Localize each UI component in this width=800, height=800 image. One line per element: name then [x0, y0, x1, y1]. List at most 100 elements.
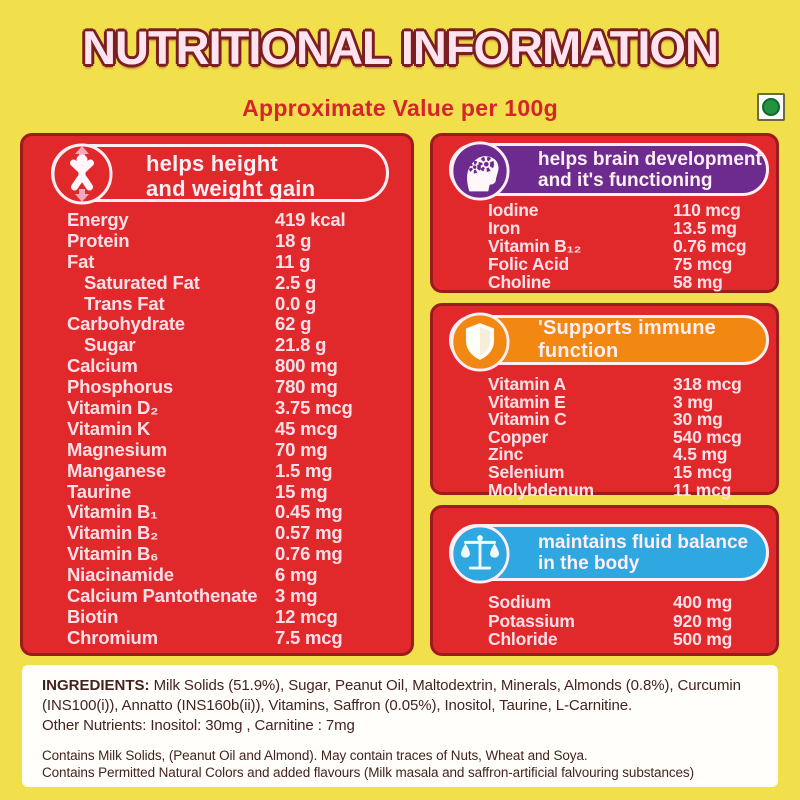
- nutrient-row: Niacinamide 6 mg: [67, 564, 397, 585]
- nutrient-value: 780 mg: [275, 376, 338, 398]
- nutrient-name: Vitamin D₂: [67, 397, 159, 419]
- nutrient-row: Sugar 21.8 g: [67, 334, 397, 355]
- nutrient-name: Vitamin B₁₂: [488, 236, 582, 256]
- nutrient-name: Vitamin B₁: [67, 501, 158, 523]
- nutrient-row: Vitamin B₆ 0.76 mg: [67, 543, 397, 564]
- nutrient-name: Potassium: [488, 610, 575, 631]
- nutrient-value: 4.5 mg: [673, 444, 728, 465]
- nutrient-name: Sugar: [84, 334, 136, 356]
- nutrient-value: 110 mcg: [673, 200, 741, 220]
- nutrient-table-immune: Vitamin A 318 mcg Vitamin E 3 mg Vitamin…: [488, 374, 762, 500]
- panel-header-text: maintains fluid balance in the body: [538, 532, 749, 574]
- shield-icon: [449, 311, 511, 373]
- ingredients-box: INGREDIENTS: Milk Solids (51.9%), Sugar,…: [22, 665, 778, 787]
- nutrient-name: Vitamin B₂: [67, 522, 159, 544]
- nutrient-value: 3 mg: [673, 391, 714, 412]
- nutrient-name: Vitamin A: [488, 374, 566, 394]
- nutrient-row: Vitamin A 318 mcg: [488, 374, 762, 394]
- brain-gears-icon: [449, 140, 511, 202]
- nutrient-name: Vitamin C: [488, 409, 567, 430]
- nutrient-value: 21.8 g: [275, 334, 327, 356]
- nutrient-name: Energy: [67, 209, 129, 230]
- nutrient-value: 6 mg: [275, 564, 318, 586]
- nutrient-value: 11 mcg: [673, 479, 732, 500]
- nutrient-value: 12 mcg: [275, 605, 338, 627]
- nutrient-row: Zinc 4.5 mg: [488, 444, 762, 465]
- nutrient-name: Trans Fat: [84, 292, 165, 314]
- nutrient-name: Chloride: [488, 629, 558, 650]
- nutrient-value: 0.76 mg: [275, 543, 343, 565]
- nutrient-value: 15 mcg: [673, 461, 733, 482]
- panel-fluid-header: maintains fluid balance in the body: [449, 524, 769, 584]
- vegetarian-mark-icon: [757, 93, 785, 121]
- panel-height-weight-header: helps height and weight gain: [51, 143, 389, 205]
- nutrient-value: 0.45 mg: [275, 501, 343, 523]
- panel-fluid: maintains fluid balance in the body Sodi…: [430, 505, 779, 656]
- ingredients-text: Milk Solids (51.9%), Sugar, Peanut Oil, …: [42, 677, 741, 714]
- nutrient-row: Vitamin D₂ 3.75 mcg: [67, 397, 397, 418]
- nutrient-row: Vitamin B₂ 0.57 mg: [67, 522, 397, 543]
- allergen-block: Contains Milk Solids, (Peanut Oil and Al…: [42, 747, 760, 781]
- panel-header-text: helps height and weight gain: [146, 151, 316, 201]
- nutrient-name: Calcium: [67, 355, 138, 377]
- nutrient-row: Calcium Pantothenate 3 mg: [67, 585, 397, 606]
- green-dot: [762, 98, 780, 116]
- page-title: NUTRITIONAL INFORMATION: [82, 21, 719, 74]
- nutrient-row: Iodine 110 mcg: [488, 200, 762, 220]
- nutrient-value: 45 mcg: [275, 417, 338, 439]
- nutrient-row: Vitamin K 45 mcg: [67, 418, 397, 439]
- panel-immune: 'Supports immune function Vitamin A 318 …: [430, 303, 779, 500]
- nutrient-name: Manganese: [67, 459, 166, 481]
- nutrient-name: Iron: [488, 218, 521, 238]
- nutrient-table-brain: Iodine 110 mcg Iron 13.5 mg Vitamin B₁₂ …: [488, 200, 762, 292]
- nutrient-row: Carbohydrate 62 g: [67, 313, 397, 334]
- nutrient-value: 3 mg: [275, 585, 318, 607]
- nutrient-value: 3.75 mcg: [275, 397, 353, 419]
- nutrient-table-height: Energy 419 kcal Protein 18 g Fat 11 g Sa…: [67, 209, 397, 648]
- nutrient-value: 62 g: [275, 313, 312, 335]
- nutrient-name: Choline: [488, 272, 551, 292]
- nutrient-row: Choline 58 mg: [488, 272, 762, 292]
- allergen-line-2: Contains Permitted Natural Colors and ad…: [42, 765, 694, 780]
- nutrient-name: Protein: [67, 229, 130, 251]
- panel-header-text: 'Supports immune function: [538, 317, 716, 362]
- nutrient-row: Magnesium 70 mg: [67, 439, 397, 460]
- nutrient-row: Chromium 7.5 mcg: [67, 627, 397, 648]
- nutrient-name: Selenium: [488, 461, 565, 482]
- nutrient-name: Phosphorus: [67, 376, 173, 398]
- nutrient-value: 0.0 g: [275, 292, 317, 314]
- nutrient-value: 800 mg: [275, 355, 338, 377]
- nutrient-row: Energy 419 kcal: [67, 209, 397, 230]
- nutrient-name: Folic Acid: [488, 254, 569, 274]
- nutrient-name: Vitamin B₆: [67, 543, 159, 565]
- nutrient-table-fluid: Sodium 400 mg Potassium 920 mg Chloride …: [488, 592, 762, 650]
- nutrient-name: Calcium Pantothenate: [67, 585, 258, 607]
- nutrient-value: 11 g: [275, 250, 311, 272]
- nutrient-name: Vitamin E: [488, 391, 566, 412]
- nutrient-value: 75 mcg: [673, 254, 733, 274]
- nutrient-name: Magnesium: [67, 438, 167, 460]
- nutrient-row: Folic Acid 75 mcg: [488, 254, 762, 274]
- nutrient-row: Taurine 15 mg: [67, 481, 397, 502]
- nutrient-row: Protein 18 g: [67, 230, 397, 251]
- other-nutrients-line: Other Nutrients: Inositol: 30mg , Carnit…: [42, 717, 355, 734]
- nutrient-value: 0.57 mg: [275, 522, 343, 544]
- panel-immune-header: 'Supports immune function: [449, 312, 769, 372]
- nutrient-value: 30 mg: [673, 409, 723, 430]
- nutrient-value: 318 mcg: [673, 374, 742, 394]
- nutrient-name: Iodine: [488, 200, 539, 220]
- ingredients-label: INGREDIENTS:: [42, 677, 150, 694]
- nutrient-name: Taurine: [67, 480, 132, 502]
- nutrient-name: Vitamin K: [67, 417, 151, 439]
- nutrient-value: 400 mg: [673, 592, 733, 612]
- nutrient-value: 7.5 mcg: [275, 626, 343, 648]
- panel-brain-header: helps brain development and it's functio…: [449, 141, 769, 201]
- nutrient-value: 13.5 mg: [673, 218, 737, 238]
- nutrient-value: 58 mg: [673, 272, 723, 292]
- nutrient-name: Niacinamide: [67, 564, 174, 586]
- height-gain-icon: [50, 142, 114, 206]
- nutrient-value: 0.76 mcg: [673, 236, 747, 256]
- nutrient-row: Calcium 800 mg: [67, 355, 397, 376]
- nutrient-row: Fat 11 g: [67, 251, 397, 272]
- nutrient-name: Sodium: [488, 592, 551, 612]
